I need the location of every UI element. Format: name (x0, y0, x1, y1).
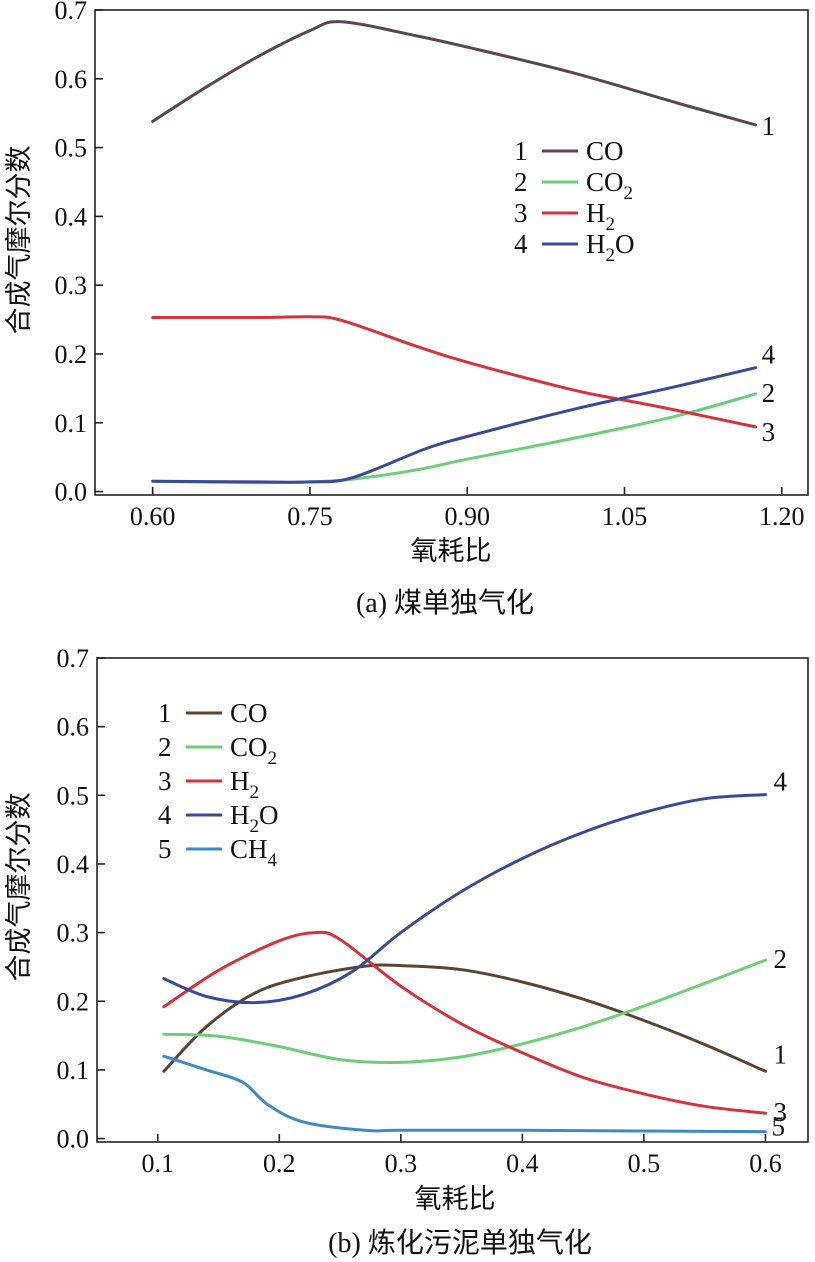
x-tick-label: 0.75 (287, 502, 333, 531)
x-tick-label: 1.05 (602, 502, 648, 531)
series-end-label: 5 (771, 1112, 785, 1142)
x-tick-label: 0.1 (142, 1149, 175, 1178)
y-tick-label: 0.3 (55, 271, 88, 300)
y-tick-label: 0.2 (55, 340, 88, 369)
series-line-2 (162, 958, 767, 1065)
legend-number: 2 (514, 167, 528, 197)
legend-label: H2O (586, 229, 635, 266)
y-tick-label: 0.3 (57, 919, 90, 948)
y-tick-label: 0.7 (57, 644, 90, 673)
x-tick-label: 0.90 (444, 502, 490, 531)
x-axis-title: 氧耗比 (411, 536, 492, 566)
x-tick-label: 0.3 (385, 1149, 418, 1178)
legend-label: CO2 (586, 167, 633, 204)
series-end-label: 3 (773, 1097, 787, 1127)
legend-number: 1 (514, 136, 528, 166)
series-end-label: 4 (762, 340, 776, 370)
y-tick-label: 0.2 (57, 987, 90, 1016)
legend-label: CO (230, 698, 268, 728)
y-tick-label: 0.4 (55, 202, 88, 231)
legend-number: 4 (158, 800, 172, 830)
series-line-4 (151, 366, 758, 484)
chart-panel-a: 0.0 0.1 0.2 0.3 0.4 0.5 0.6 0.7 0.60 0.75 0.90 1.05… (4, 0, 809, 619)
legend-label: CO2 (230, 732, 277, 769)
y-tick-label: 0.5 (55, 134, 88, 163)
legend-label: CO (586, 136, 624, 166)
x-tick-label: 0.4 (506, 1149, 539, 1178)
x-tick-label: 0.6 (749, 1149, 782, 1178)
series-end-label: 1 (773, 1039, 787, 1069)
series-end-label: 1 (762, 111, 776, 141)
legend-label: CH4 (230, 834, 278, 871)
x-tick-label: 0.2 (263, 1149, 296, 1178)
y-tick-label: 0.1 (57, 1056, 90, 1085)
legend-label: H2O (230, 800, 279, 837)
y-tick-label: 0.6 (55, 65, 88, 94)
chart-panel-b: 0.0 0.1 0.2 0.3 0.4 0.5 0.6 0.7 0.1 0.2 0.3 0.4 0.5 0… (4, 644, 809, 1259)
legend-number: 3 (514, 198, 528, 228)
chart-caption: (a) 煤单独气化 (356, 587, 534, 619)
y-tick-label: 0.0 (55, 478, 88, 507)
series-end-label: 3 (762, 417, 776, 447)
series-line-1 (151, 20, 758, 127)
y-axis-title: 合成气摩尔分数 (4, 146, 34, 335)
legend-number: 5 (158, 834, 172, 864)
plot-frame (94, 9, 809, 496)
series-end-label: 2 (773, 944, 787, 974)
legend-label: H2 (230, 766, 259, 803)
series-end-label: 2 (762, 378, 776, 408)
series-line-5 (162, 1054, 767, 1134)
series-end-label: 4 (773, 767, 787, 797)
legend-number: 3 (158, 766, 172, 796)
y-tick-label: 0.6 (57, 713, 90, 742)
x-tick-label: 1.20 (759, 502, 805, 531)
y-tick-label: 0.5 (57, 781, 90, 810)
series-line-4 (162, 793, 767, 1005)
legend-number: 4 (514, 229, 528, 259)
y-tick-label: 0.1 (55, 409, 88, 438)
x-tick-label: 0.60 (130, 502, 176, 531)
x-axis-title: 氧耗比 (415, 1184, 496, 1214)
series-line-3 (162, 930, 767, 1115)
y-tick-label: 0.4 (57, 850, 90, 879)
y-tick-label: 0.0 (57, 1125, 90, 1154)
legend-label: H2 (586, 198, 615, 235)
series-line-1 (162, 963, 767, 1073)
plot-frame (96, 657, 809, 1143)
chart-caption: (b) 炼化污泥单独气化 (328, 1227, 592, 1259)
y-axis-title: 合成气摩尔分数 (4, 793, 34, 982)
legend-number: 1 (158, 698, 172, 728)
legend-number: 2 (158, 732, 172, 762)
x-tick-label: 0.5 (628, 1149, 661, 1178)
y-tick-label: 0.7 (55, 0, 88, 25)
series-line-3 (151, 315, 758, 429)
